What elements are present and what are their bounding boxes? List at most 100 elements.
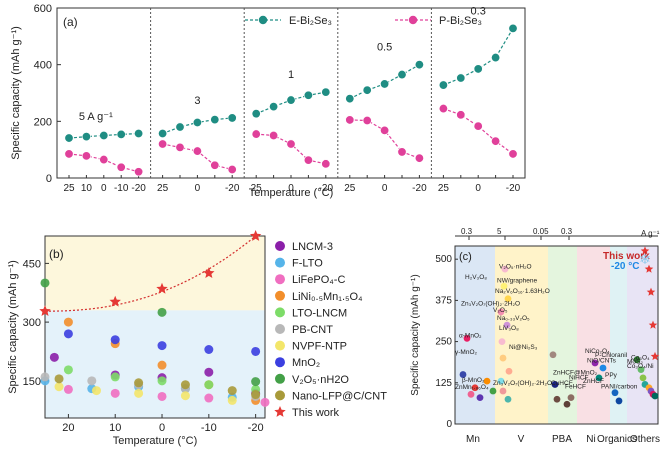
x-tick-label-b: -20	[248, 422, 264, 434]
material-label: CuHCF	[551, 380, 573, 387]
point-p-bi2se3	[175, 142, 185, 152]
point-material	[471, 384, 479, 392]
point-material	[633, 356, 641, 364]
point-p-bi2se3	[158, 139, 168, 149]
x-axis-label-a: Temperature (°C)	[249, 187, 333, 199]
y-tick-label-c: 375	[435, 295, 452, 306]
point-p-bi2se3	[227, 165, 237, 175]
point-lto-lncm	[110, 372, 120, 382]
panel-label-c: (c)	[459, 251, 472, 263]
material-label: P-Chloranil	[595, 352, 628, 359]
material-label: LiV₃O₈	[499, 325, 519, 332]
legend-marker	[275, 357, 285, 368]
point-material	[499, 387, 507, 395]
point-e-bi2se3	[134, 129, 144, 139]
legend-marker	[275, 324, 285, 334]
material-label: ZnHCF@MnO₂	[553, 370, 598, 377]
x-tick-label-a: -20	[131, 183, 146, 194]
point-nvpf-ntp	[227, 395, 237, 405]
point-this-work	[39, 305, 51, 316]
point-material	[595, 374, 603, 382]
rate-label: 1	[288, 69, 294, 81]
y-tick-label-a: 0	[46, 173, 52, 185]
material-label: Na₂V₆O₁₆·1.63H₂O	[495, 288, 550, 295]
material-label: Ni@Ni₂S₃	[509, 344, 538, 351]
point-mno-	[63, 329, 73, 339]
point-nano-lfp-c-cnt	[54, 374, 64, 384]
point-nvpf-ntp	[134, 388, 144, 398]
rate-label: 3	[194, 95, 200, 107]
this-work-label: This work	[603, 251, 650, 262]
point-p-bi2se3	[397, 147, 407, 157]
y-axis-label-c: Specific capacity (mAh g⁻¹)	[410, 274, 421, 395]
x-tick-label-b: 0	[159, 422, 165, 434]
point-this-work	[648, 320, 658, 329]
point-e-bi2se3	[116, 129, 126, 139]
x-tick-label-a: -20	[506, 183, 521, 194]
point-nvpf-ntp	[54, 382, 64, 392]
point-pb-cnt	[40, 372, 50, 382]
point-e-bi2se3	[175, 122, 185, 132]
point-material	[504, 395, 512, 403]
x-tick-label-a: 0	[101, 183, 107, 194]
material-label: Co₃O₄/Ni	[627, 363, 654, 370]
point-p-bi2se3	[286, 139, 296, 149]
panel-a: 0 200 400 600 Specific capacity (mAh g⁻¹) Tem…	[0, 0, 664, 200]
point-p-bi2se3	[380, 125, 390, 135]
trend-line-this-work	[45, 235, 256, 312]
y-tick-label-b: 150	[23, 376, 41, 388]
point-this-work	[249, 230, 262, 241]
point-e-bi2se3	[303, 90, 313, 100]
legend-marker-star	[274, 406, 286, 417]
point-material	[467, 390, 475, 398]
x-tick-label-a: -20	[225, 183, 240, 194]
point-p-bi2se3	[508, 149, 518, 159]
y-tick-label-b: 450	[23, 258, 41, 270]
point-material	[489, 387, 497, 395]
point-p-bi2se3	[473, 121, 483, 131]
point-material	[551, 381, 559, 388]
bg-upper	[45, 236, 265, 311]
y-tick-label-a: 400	[34, 60, 52, 72]
legend-marker	[275, 340, 285, 351]
point-material	[591, 359, 599, 367]
point-material	[504, 295, 512, 303]
y-tick-label-c: 0	[446, 419, 452, 430]
y-tick-label-a: 600	[34, 3, 52, 15]
point-material	[505, 367, 513, 375]
category-label: V	[518, 434, 525, 445]
point-p-bi2se3	[269, 131, 279, 141]
rate-label: 0.5	[377, 42, 392, 54]
point-material	[503, 321, 511, 329]
point-p-bi2se3	[456, 110, 466, 120]
x-tick-label-a: 0	[382, 183, 388, 194]
x-tick-label-a: 25	[438, 183, 450, 194]
material-label: γ-MnO₂	[455, 349, 478, 356]
band-organics	[610, 246, 627, 424]
material-label: NiHCF	[569, 375, 589, 382]
legend-label: LTO-LNCM	[292, 307, 347, 319]
y-tick-label-c: 250	[435, 337, 452, 348]
legend-marker	[275, 373, 285, 384]
legend-label: P-Bi₂Se₃	[439, 15, 482, 27]
point-p-bi2se3	[99, 155, 109, 165]
panel-label-b: (b)	[49, 247, 64, 261]
point-material	[463, 334, 471, 342]
material-label: NW/graphene	[497, 277, 537, 284]
point-nvpf-ntp	[180, 391, 190, 401]
point-e-bi2se3	[456, 73, 466, 83]
point-mno-	[251, 346, 261, 356]
legend-marker	[275, 307, 285, 318]
x-tick-label-b: -10	[201, 422, 217, 434]
x-axis-label-b: Temperature (°C)	[113, 435, 197, 447]
point-e-bi2se3	[438, 80, 448, 90]
point-lini-mn-o-	[63, 317, 73, 327]
x-tick-label-b: 10	[109, 422, 121, 434]
point-p-bi2se3	[491, 136, 501, 146]
legend-label: MnO₂	[292, 357, 320, 369]
point-material	[615, 397, 623, 405]
point-p-bi2se3	[210, 160, 220, 170]
point-lncm-3	[49, 352, 59, 362]
y-tick-label-c: 125	[435, 378, 452, 389]
legend-label: V₂O₅·nH2O	[292, 374, 349, 386]
